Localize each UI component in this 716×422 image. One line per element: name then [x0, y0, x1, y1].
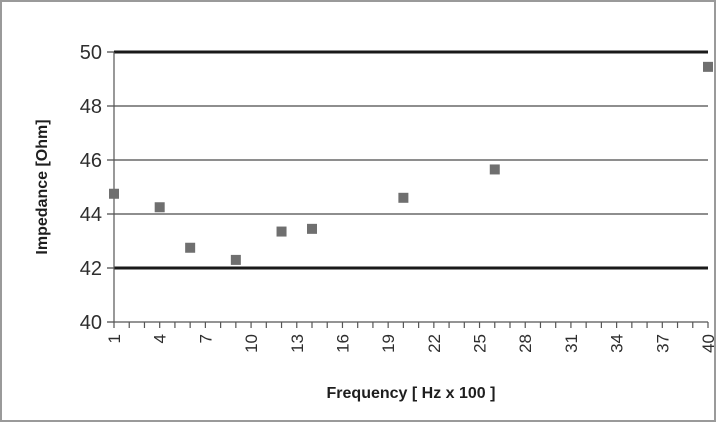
x-tick-label-25: 25 — [471, 334, 490, 353]
x-tick-label-31: 31 — [562, 334, 581, 353]
x-tick-label-22: 22 — [425, 334, 444, 353]
x-tick-label-19: 19 — [379, 334, 398, 353]
x-tick-label-28: 28 — [516, 334, 535, 353]
x-tick-label-10: 10 — [242, 334, 261, 353]
x-tick-label-34: 34 — [608, 334, 627, 353]
axes — [107, 51, 709, 328]
data-point-2 — [185, 242, 196, 253]
data-point-7 — [489, 164, 500, 175]
x-tick-label-40: 40 — [699, 334, 716, 353]
y-tick-label-40: 40 — [80, 312, 102, 334]
data-point-0 — [109, 188, 119, 199]
x-tick-label-4: 4 — [151, 334, 170, 343]
data-point-4 — [276, 226, 287, 237]
x-tick-label-13: 13 — [288, 334, 307, 353]
y-tick-label-44: 44 — [80, 204, 102, 226]
x-axis-title: Frequency [ Hz x 100 ] — [327, 385, 496, 402]
x-tick-label-37: 37 — [653, 334, 672, 353]
y-tick-label-42: 42 — [80, 258, 102, 280]
x-tick-labels: 1 4 7 10 13 16 19 22 25 28 31 34 37 40 — [105, 334, 716, 353]
data-point-3 — [230, 254, 241, 265]
y-tick-label-50: 50 — [80, 42, 102, 64]
y-tick-label-46: 46 — [80, 150, 102, 172]
x-tick-label-7: 7 — [196, 334, 215, 343]
y-tick-label-48: 48 — [80, 96, 102, 118]
gridlines — [114, 50, 708, 270]
data-point-6 — [398, 192, 409, 203]
y-axis-title: Impedance [Ohm] — [34, 119, 51, 254]
data-point-1 — [154, 202, 165, 213]
data-point-5 — [307, 223, 317, 234]
y-tick-labels: 40 42 44 46 48 50 — [80, 42, 102, 334]
data-point-8 — [703, 61, 713, 72]
data-points — [109, 61, 713, 265]
x-tick-label-1: 1 — [105, 334, 124, 343]
x-tick-label-16: 16 — [333, 334, 352, 353]
